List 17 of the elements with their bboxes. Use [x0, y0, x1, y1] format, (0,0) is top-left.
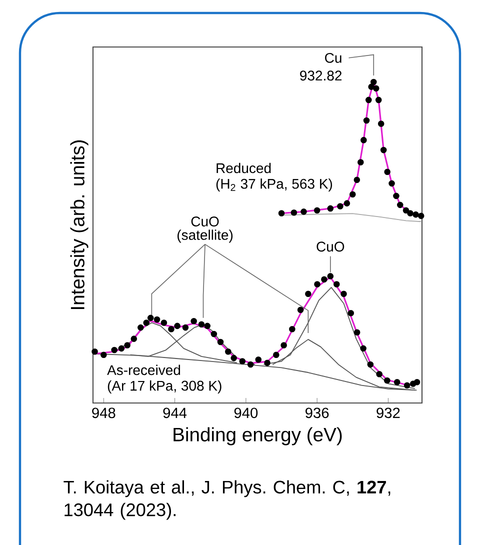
x-tick-label: 940	[234, 408, 258, 418]
annotation: CuO	[191, 216, 219, 226]
x-tick-label: 944	[163, 408, 187, 418]
y-axis-title: Intensity (arb. units)	[70, 140, 88, 309]
x-tick-label: 936	[306, 408, 329, 418]
text: 932.82	[300, 70, 342, 81]
x-axis-title: Binding energy (eV)	[174, 427, 342, 446]
annotation: Reduced	[216, 162, 271, 174]
annotation: CuO	[316, 242, 344, 252]
text: Cu	[325, 52, 342, 63]
x-tick-label: 948	[92, 408, 116, 418]
annotation: (H$_{2}$ 37 kPa, 563 K)	[216, 178, 332, 192]
annotation: (Ar 17 kPa, 308 K)	[108, 380, 222, 394]
text: T. Koitaya et al., J. Phys. Chem. C, 127, 13044 (2023).	[64, 480, 390, 520]
annotation: (satellite)	[177, 230, 233, 243]
annotation: As-received	[107, 364, 180, 376]
x-tick-label: 932	[376, 408, 400, 418]
